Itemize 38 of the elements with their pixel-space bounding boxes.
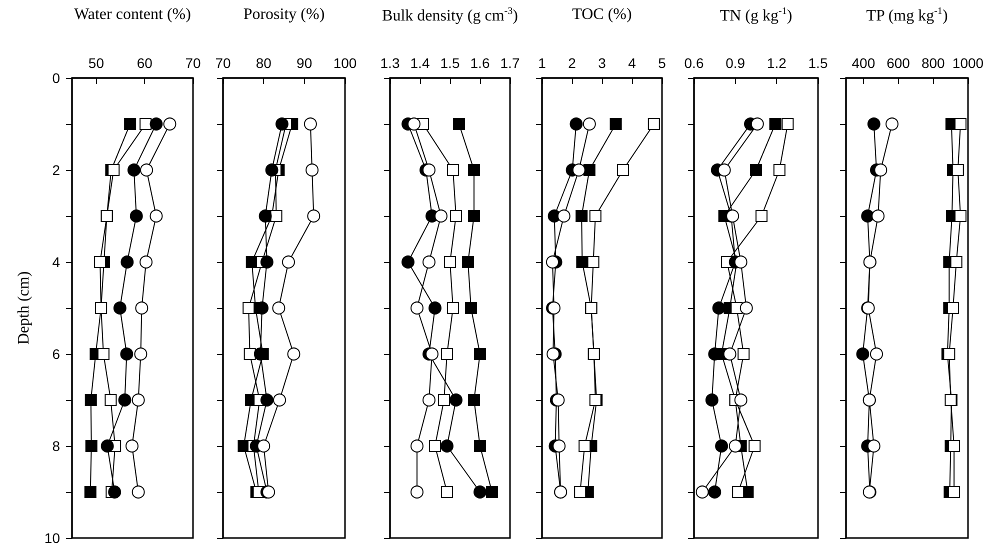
- x-axis-title: Porosity (%): [242, 6, 326, 24]
- x-axis-title: TP (mg kg$^{-1}$): [865, 6, 949, 26]
- x-tick-label: 1.2: [766, 55, 787, 71]
- x-tick-label: 3: [598, 55, 606, 71]
- x-tick-label: 70: [185, 55, 201, 71]
- x-tick-label: 0.6: [684, 55, 704, 71]
- y-tick-label: 6: [52, 346, 60, 362]
- x-tick-label: 1.7: [500, 55, 520, 71]
- x-tick-label: 600: [886, 55, 910, 71]
- x-tick-label: 4: [628, 55, 636, 71]
- y-tick-label: 8: [52, 438, 60, 454]
- y-axis-title: Depth (cm): [16, 271, 32, 345]
- x-axis-title: Water content (%): [73, 6, 192, 24]
- x-tick-label: 5: [658, 55, 666, 71]
- x-tick-label: 100: [333, 55, 357, 71]
- x-tick-label: 1.5: [808, 55, 828, 71]
- x-tick-label: 1.6: [470, 55, 490, 71]
- x-tick-label: 2: [568, 55, 576, 71]
- x-tick-label: 1000: [952, 55, 984, 71]
- x-axis-title: Bulk density (g cm$^{-3}$): [381, 6, 519, 26]
- x-tick-label: 800: [921, 55, 946, 71]
- x-tick-label: 60: [136, 55, 153, 71]
- x-tick-label: 1.5: [440, 55, 460, 71]
- x-tick-label: 1.3: [380, 55, 400, 71]
- x-axis-title: TOC (%): [572, 6, 632, 23]
- x-tick-label: 1.4: [410, 55, 430, 71]
- x-tick-label: 90: [296, 55, 312, 71]
- y-tick-label: 4: [52, 254, 60, 270]
- x-tick-label: 400: [852, 55, 876, 71]
- x-tick-label: 1: [538, 55, 546, 71]
- y-tick-label: 10: [44, 530, 60, 545]
- y-tick-label: 0: [52, 70, 60, 86]
- x-tick-label: 80: [256, 55, 272, 71]
- x-axis-title: TN (g kg$^{-1}$): [718, 6, 794, 26]
- x-tick-label: 70: [215, 55, 231, 71]
- y-tick-label: 2: [52, 162, 60, 178]
- x-tick-label: 50: [88, 55, 104, 71]
- x-tick-label: 0.9: [726, 55, 746, 71]
